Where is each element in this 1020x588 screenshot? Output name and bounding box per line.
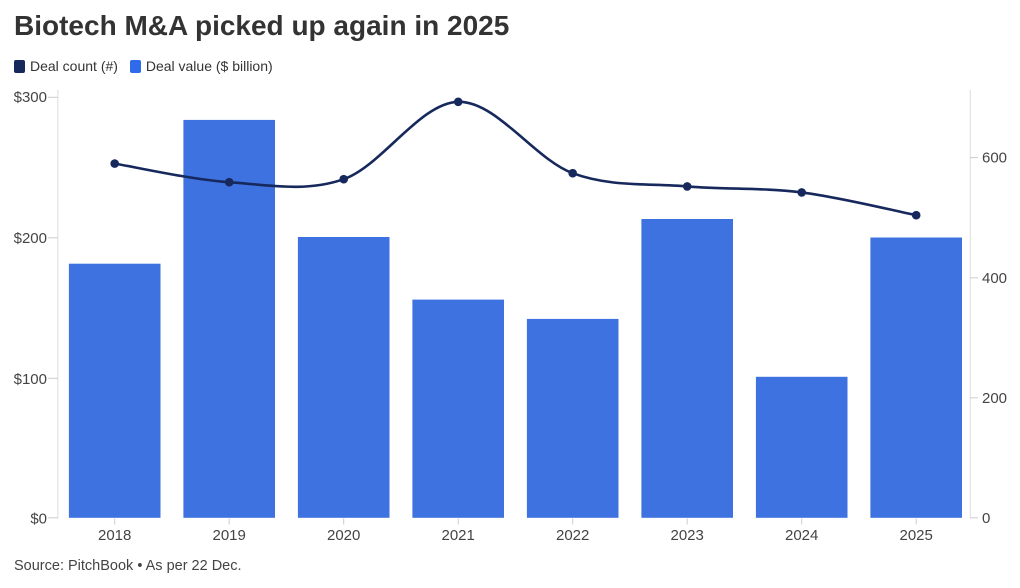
- svg-text:$300: $300: [14, 89, 47, 106]
- svg-text:2024: 2024: [785, 527, 818, 544]
- svg-text:2020: 2020: [327, 527, 360, 544]
- svg-text:2021: 2021: [442, 527, 475, 544]
- svg-text:400: 400: [982, 270, 1007, 287]
- svg-text:0: 0: [982, 510, 990, 527]
- svg-text:2018: 2018: [98, 527, 131, 544]
- svg-text:$0: $0: [30, 511, 47, 528]
- svg-text:200: 200: [982, 390, 1007, 407]
- svg-text:2025: 2025: [900, 527, 933, 544]
- svg-text:$100: $100: [14, 371, 47, 388]
- svg-text:2022: 2022: [556, 527, 589, 544]
- svg-text:2019: 2019: [213, 527, 246, 544]
- svg-text:600: 600: [982, 150, 1007, 167]
- svg-text:2023: 2023: [671, 527, 704, 544]
- svg-text:$200: $200: [14, 230, 47, 247]
